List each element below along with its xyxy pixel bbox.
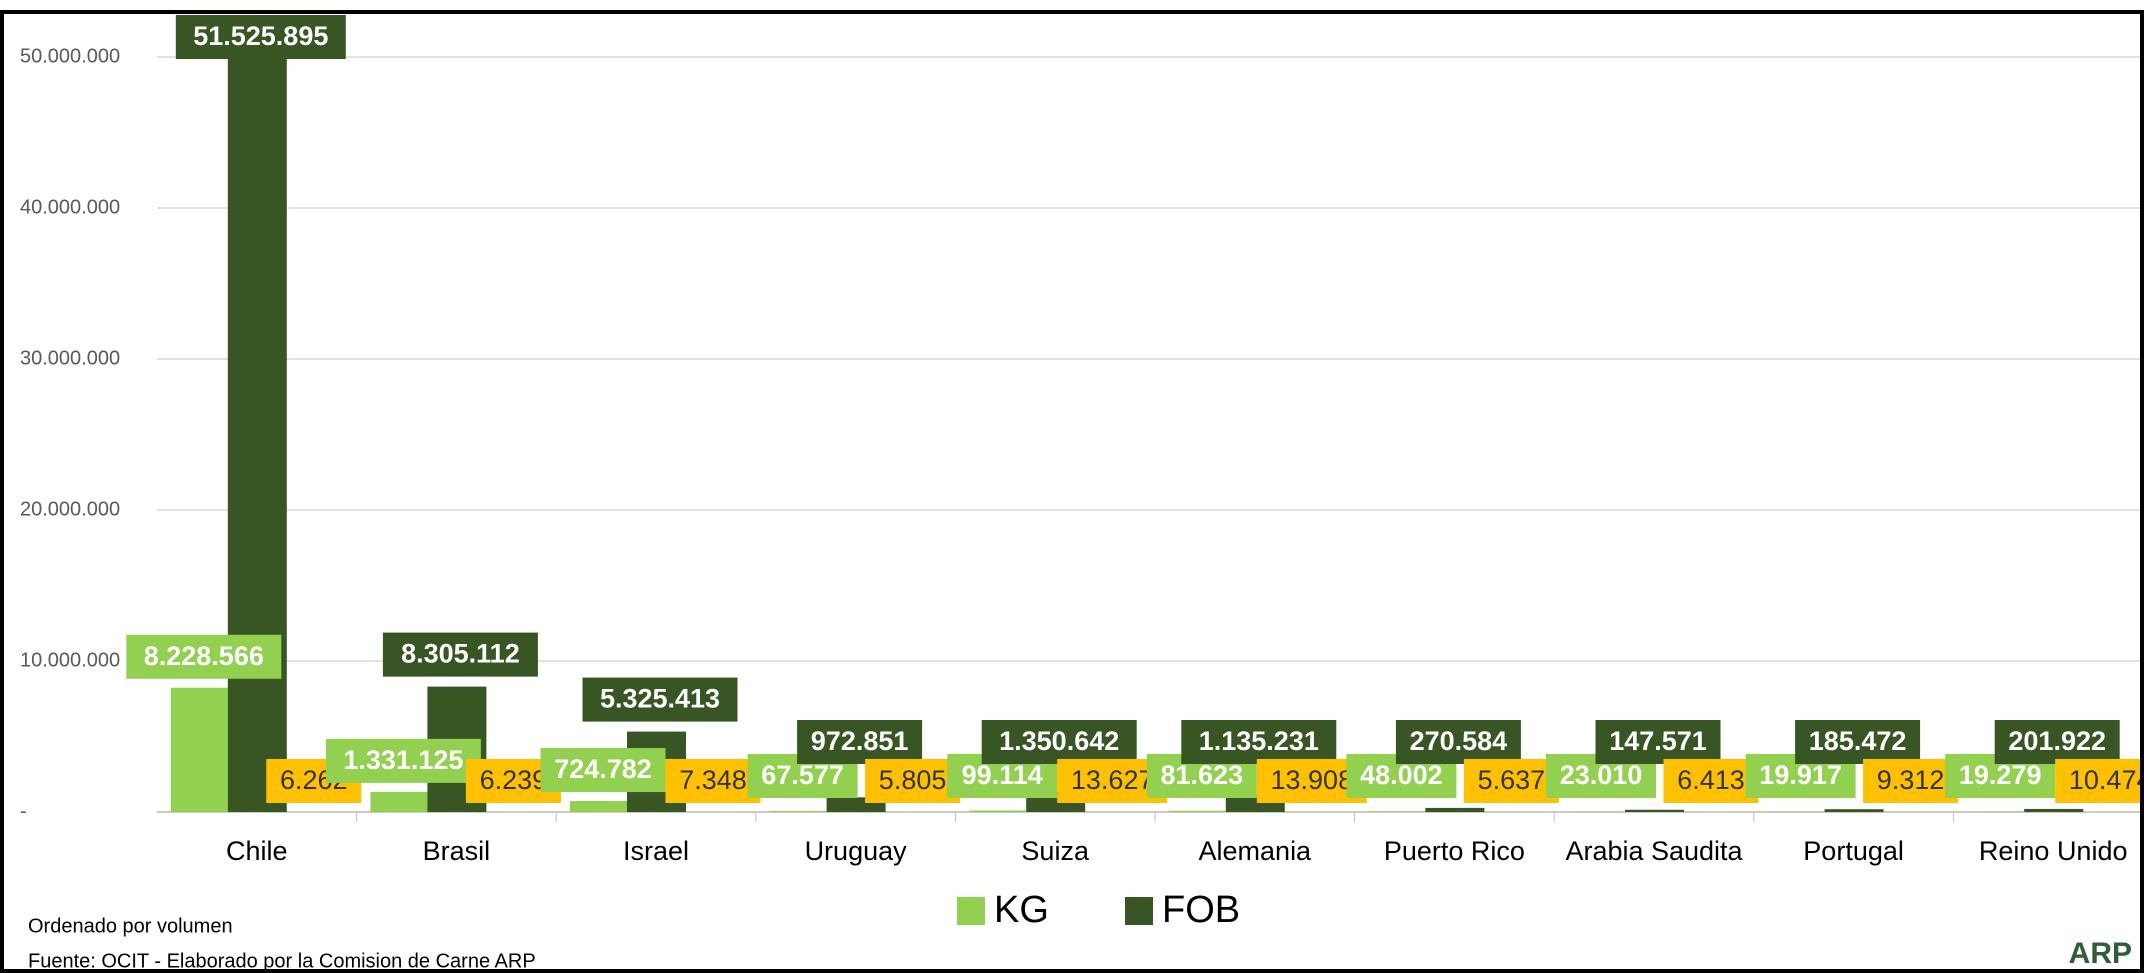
data-label-box [1595, 720, 1721, 764]
data-label: 1.350.642 [999, 726, 1119, 756]
logo: ARP [2069, 937, 2132, 970]
bar [227, 33, 287, 812]
data-label-box [1181, 720, 1337, 764]
data-label-box [582, 677, 738, 722]
y-tick-label: 40.000.000 [20, 196, 120, 218]
data-label-box [2055, 759, 2140, 803]
x-tick-label: Brasil [423, 836, 491, 866]
data-label-box [981, 720, 1137, 764]
x-tick-label: Reino Unido [1979, 836, 2128, 866]
bar [769, 810, 827, 812]
y-tick-label: 50.000.000 [20, 45, 120, 67]
data-label: 48.002 [1360, 760, 1443, 790]
legend-swatch [957, 897, 985, 925]
bar [1824, 809, 1884, 812]
x-tick-label: Uruguay [805, 836, 908, 866]
data-label-box [865, 759, 961, 803]
data-label: 13.627 [1071, 765, 1154, 795]
data-label: 147.571 [1609, 726, 1707, 756]
data-label-box [1863, 759, 1959, 803]
y-tick-label: 10.000.000 [20, 649, 120, 671]
data-label: 9.312 [1877, 765, 1945, 795]
legend-label: FOB [1162, 889, 1240, 931]
bar [1625, 809, 1684, 812]
data-label-box [1463, 759, 1559, 803]
data-label-box [797, 720, 923, 764]
x-tick-label: Chile [226, 836, 288, 866]
data-label: 19.917 [1759, 760, 1842, 790]
data-label-box [325, 738, 481, 783]
data-label-box [175, 15, 346, 59]
data-label: 185.472 [1809, 726, 1907, 756]
y-tick-label: - [20, 800, 27, 822]
legend-swatch [1125, 897, 1153, 925]
data-label-box [540, 748, 666, 793]
x-tick-label: Puerto Rico [1384, 836, 1525, 866]
bar [570, 801, 627, 812]
data-label: 13.908 [1271, 765, 1354, 795]
data-label: 8.305.112 [401, 639, 520, 669]
data-label: 201.922 [2008, 726, 2106, 756]
data-label: 99.114 [962, 760, 1043, 790]
data-label-box [1795, 720, 1921, 764]
bar [1368, 811, 1426, 812]
data-label-box [665, 759, 761, 803]
data-label: 7.348 [679, 765, 747, 795]
bar [2024, 808, 2084, 812]
data-label: 5.805 [879, 765, 947, 795]
data-label: 270.584 [1410, 726, 1508, 756]
bar [370, 791, 428, 812]
data-label: 6.413 [1677, 765, 1745, 795]
data-label-box [126, 634, 282, 679]
x-tick-label: Israel [623, 836, 689, 866]
bar [170, 687, 228, 812]
data-label: 972.851 [811, 726, 909, 756]
y-tick-label: 20.000.000 [20, 498, 120, 520]
data-label: 51.525.895 [193, 21, 328, 51]
data-label: 67.577 [761, 760, 844, 790]
data-label-box [1994, 720, 2120, 764]
data-label: 23.010 [1560, 760, 1643, 790]
y-tick-label: 30.000.000 [20, 347, 120, 369]
x-tick-label: Alemania [1199, 836, 1313, 866]
bar [969, 810, 1027, 812]
data-label-box [1663, 759, 1759, 803]
x-tick-label: Suiza [1021, 836, 1090, 866]
data-label: 19.279 [1959, 760, 2042, 790]
data-label: 5.637 [1478, 765, 1546, 795]
data-label: 1.135.231 [1199, 726, 1319, 756]
data-label-box [1395, 720, 1521, 764]
x-tick-label: Arabia Saudita [1565, 836, 1743, 866]
note: Fuente: OCIT - Elaborado por la Comision… [28, 950, 536, 972]
x-tick-label: Portugal [1803, 836, 1904, 866]
note: Ordenado por volumen [28, 915, 233, 937]
bar [1168, 810, 1226, 812]
data-label: 8.228.566 [144, 641, 264, 671]
legend-label: KG [994, 889, 1049, 931]
frame [0, 10, 2144, 973]
data-label: 10.474 [2069, 765, 2144, 795]
data-label: 724.782 [554, 754, 652, 784]
data-label-box [382, 632, 538, 677]
data-label: 1.331.125 [343, 745, 463, 775]
data-label: 81.623 [1161, 760, 1244, 790]
data-label: 5.325.413 [600, 684, 720, 714]
bar [1425, 807, 1485, 812]
data-label: 6.239 [480, 765, 548, 795]
